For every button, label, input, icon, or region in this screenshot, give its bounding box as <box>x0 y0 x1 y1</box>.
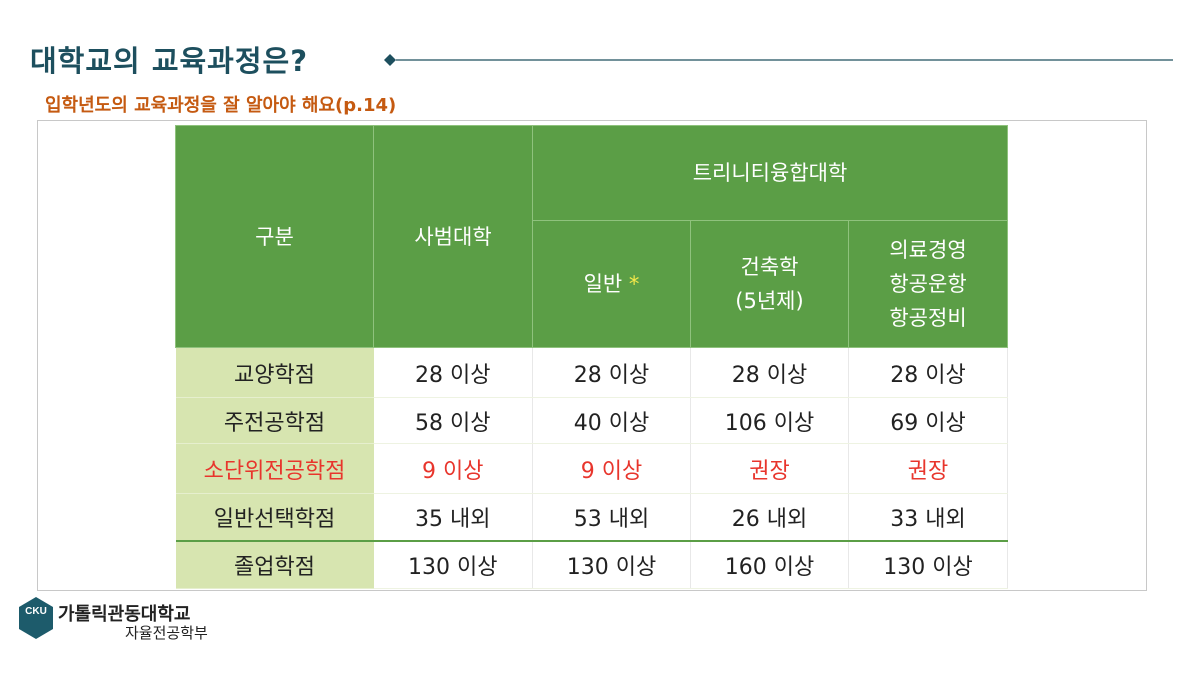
diamond <box>384 54 396 66</box>
data-row: 소단위전공학점 9 이상 9 이상 권장 권장 <box>175 443 1008 494</box>
row-label: 교양학점 <box>175 347 374 398</box>
logo-dept: 자율전공학부 <box>125 624 208 642</box>
logo-hexagon <box>19 597 53 639</box>
cell: 28 이상 <box>690 347 849 398</box>
cell: 9 이상 <box>373 443 533 494</box>
logo-text: CKU <box>25 606 47 617</box>
header-text: 의료경영 <box>889 238 967 262</box>
cell: 35 내외 <box>373 493 533 541</box>
row-label: 졸업학점 <box>175 539 374 589</box>
header-line: 일반 * <box>533 267 690 301</box>
row-label: 주전공학점 <box>175 397 374 444</box>
logo-name: 가톨릭관동대학교 <box>58 604 191 625</box>
logo-mark: CKU <box>19 597 53 639</box>
cell: 권장 <box>848 443 1008 494</box>
content-box <box>37 120 1147 591</box>
title: 대학교의 교육과정은? <box>30 44 309 78</box>
cell: 106 이상 <box>690 397 849 444</box>
cell: 28 이상 <box>532 347 691 398</box>
cell: 130 이상 <box>848 539 1008 589</box>
header-cell: 사범대학 <box>373 125 533 348</box>
header-line: (5년제) <box>691 284 848 318</box>
cell: 53 내외 <box>532 493 691 541</box>
header-line: 항공정비 <box>849 301 1007 335</box>
data-row: 졸업학점 130 이상 130 이상 160 이상 130 이상 <box>175 539 1008 589</box>
cell: 69 이상 <box>848 397 1008 444</box>
cell: 130 이상 <box>532 539 691 589</box>
header-text: 항공정비 <box>889 306 967 330</box>
cell: 권장 <box>690 443 849 494</box>
title-rule <box>384 54 1173 66</box>
header-line: 항공운항 <box>849 267 1007 301</box>
cell: 28 이상 <box>373 347 533 398</box>
subheader-cell: 일반 * <box>532 220 691 348</box>
header-text: (5년제) <box>735 289 804 313</box>
subheader-cell: 건축학 (5년제) <box>690 220 849 348</box>
row-label: 일반선택학점 <box>175 493 374 541</box>
header-text: 항공운항 <box>889 272 967 296</box>
header-row: 구분 사범대학 트리니티융합대학 <box>175 125 1008 348</box>
row-label: 소단위전공학점 <box>175 443 374 494</box>
header-line: 의료경영 <box>849 233 1007 267</box>
header-line: 건축학 <box>691 250 848 284</box>
cell: 33 내외 <box>848 493 1008 541</box>
cell: 28 이상 <box>848 347 1008 398</box>
cell: 9 이상 <box>532 443 691 494</box>
header-text: 건축학 <box>740 255 799 279</box>
asterisk: * <box>628 272 640 296</box>
cell: 58 이상 <box>373 397 533 444</box>
cell: 26 내외 <box>690 493 849 541</box>
header-text: 일반 <box>583 272 623 296</box>
data-row: 교양학점 28 이상 28 이상 28 이상 28 이상 <box>175 347 1008 398</box>
cell: 130 이상 <box>373 539 533 589</box>
header-cell: 트리니티융합대학 <box>532 125 1008 221</box>
data-row: 주전공학점 58 이상 40 이상 106 이상 69 이상 <box>175 397 1008 444</box>
subtitle: 입학년도의 교육과정을 잘 알아야 해요(p.14) <box>45 95 397 116</box>
cell: 160 이상 <box>690 539 849 589</box>
data-row: 일반선택학점 35 내외 53 내외 26 내외 33 내외 <box>175 493 1008 541</box>
cell: 40 이상 <box>532 397 691 444</box>
corner-cell: 구분 <box>175 125 374 348</box>
